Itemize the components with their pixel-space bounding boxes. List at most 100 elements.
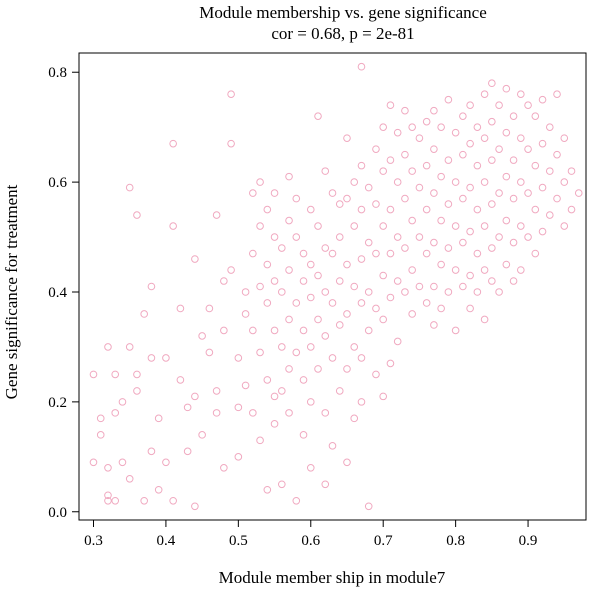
data-point [321, 288, 330, 296]
data-point [89, 458, 98, 467]
data-point [444, 95, 453, 104]
data-point [437, 216, 445, 225]
data-point [335, 387, 344, 395]
data-point [270, 392, 279, 401]
data-point [444, 156, 453, 164]
data-point [538, 183, 547, 192]
data-point [408, 266, 416, 274]
data-point [147, 282, 156, 291]
data-point [495, 101, 503, 109]
x-tick-label: 0.3 [84, 533, 103, 549]
chart-title: Module membership vs. gene significance [199, 3, 487, 22]
data-point [451, 222, 460, 230]
data-point [249, 249, 257, 258]
data-point [212, 211, 221, 219]
data-point [393, 337, 402, 346]
data-point [567, 205, 576, 214]
data-point [379, 392, 388, 401]
data-point [524, 145, 532, 153]
data-point [140, 496, 148, 505]
data-point [176, 376, 185, 384]
data-point [328, 442, 337, 450]
data-point [538, 139, 547, 148]
data-point [321, 409, 330, 417]
data-point [553, 150, 561, 159]
data-point [270, 326, 279, 335]
data-point [314, 315, 322, 324]
data-point [306, 464, 315, 472]
x-axis-label: Module member ship in module7 [219, 568, 446, 587]
data-point [256, 436, 264, 445]
data-point [205, 304, 214, 313]
data-point [401, 288, 409, 296]
data-point [335, 277, 344, 285]
data-point [169, 139, 177, 148]
data-point [451, 326, 460, 335]
data-point [553, 194, 561, 203]
data-point [125, 183, 134, 192]
data-point [357, 398, 366, 406]
data-point [125, 343, 134, 351]
data-point [278, 288, 286, 296]
data-point [270, 277, 279, 285]
data-point [154, 485, 163, 494]
data-point [444, 200, 453, 208]
data-point [401, 106, 409, 115]
data-point [415, 233, 424, 241]
data-point [125, 474, 134, 483]
data-point [306, 205, 315, 214]
data-point [278, 480, 286, 489]
data-point [292, 496, 301, 505]
data-point [328, 249, 337, 258]
data-point [430, 189, 438, 197]
data-point [430, 106, 438, 115]
data-point [285, 409, 293, 417]
data-point [480, 90, 489, 99]
data-point [451, 178, 460, 186]
data-point [306, 260, 315, 269]
data-point [292, 233, 301, 241]
data-point [357, 62, 366, 71]
data-point [278, 244, 286, 252]
data-point [488, 200, 496, 208]
data-point [198, 431, 206, 439]
data-point [502, 260, 511, 269]
x-tick-label: 0.7 [374, 533, 393, 549]
data-point [560, 134, 569, 142]
data-point [437, 304, 445, 313]
data-point [473, 161, 482, 170]
data-point [379, 222, 388, 230]
data-point [386, 293, 395, 302]
data-point [162, 354, 170, 362]
data-point [473, 249, 482, 258]
data-point [473, 288, 482, 296]
data-point [270, 233, 279, 241]
data-point [560, 178, 569, 186]
data-point [451, 128, 460, 137]
data-point [96, 414, 105, 423]
data-point [430, 321, 438, 329]
data-point [220, 277, 228, 285]
data-point [357, 299, 366, 307]
data-point [263, 205, 272, 214]
data-point [314, 365, 322, 373]
data-point [364, 238, 373, 247]
data-point [386, 156, 395, 164]
data-point [111, 409, 120, 417]
data-point [517, 134, 525, 142]
data-point [241, 288, 250, 296]
data-point [393, 178, 402, 186]
data-point [263, 376, 272, 384]
data-point [567, 167, 576, 175]
data-point [480, 315, 489, 324]
data-point [488, 244, 496, 252]
data-point [350, 414, 359, 423]
data-point [415, 282, 424, 291]
data-point [306, 293, 315, 302]
data-point [509, 194, 518, 203]
data-point [422, 249, 431, 258]
data-point [314, 222, 322, 230]
plot-frame [78, 52, 587, 521]
data-point [495, 145, 503, 153]
data-point [488, 117, 496, 126]
